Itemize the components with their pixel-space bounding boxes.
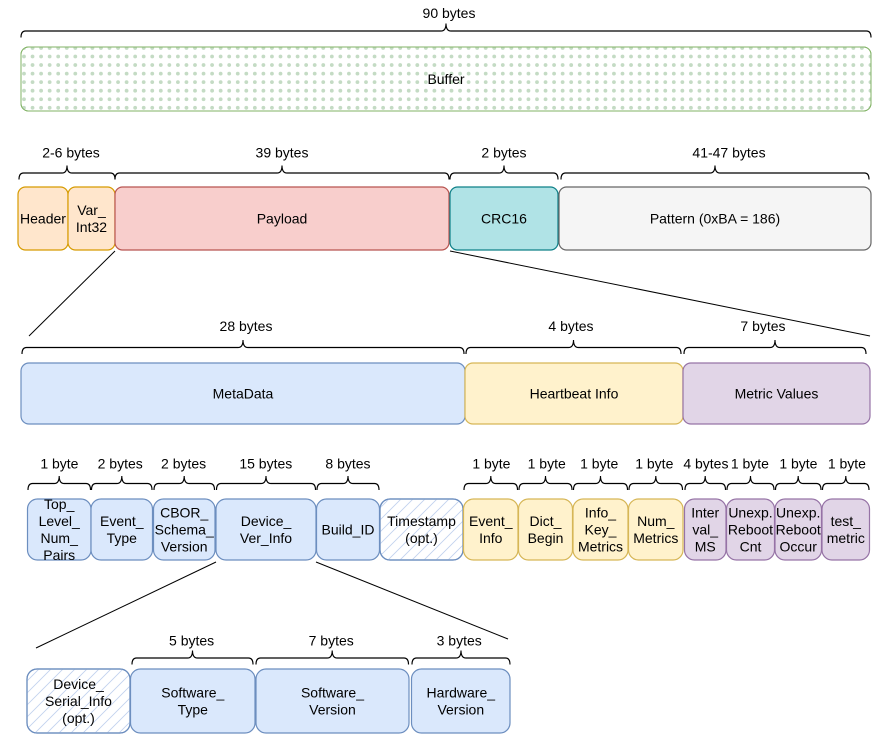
svg-text:Info_: Info_ bbox=[585, 505, 616, 521]
svg-text:Int32: Int32 bbox=[76, 219, 107, 235]
svg-text:Pairs: Pairs bbox=[43, 547, 75, 563]
svg-text:MetaData: MetaData bbox=[213, 386, 274, 402]
svg-text:15 bytes: 15 bytes bbox=[239, 456, 292, 472]
svg-text:Timestamp: Timestamp bbox=[387, 513, 456, 529]
svg-text:Key_: Key_ bbox=[585, 522, 617, 538]
svg-text:28 bytes: 28 bytes bbox=[220, 318, 273, 334]
svg-text:Payload: Payload bbox=[257, 211, 308, 227]
svg-text:8 bytes: 8 bytes bbox=[325, 456, 370, 472]
svg-text:Version: Version bbox=[161, 539, 208, 555]
svg-text:CBOR_: CBOR_ bbox=[160, 505, 208, 521]
svg-text:3 bytes: 3 bytes bbox=[437, 633, 482, 649]
svg-text:Heartbeat Info: Heartbeat Info bbox=[530, 386, 619, 402]
svg-text:1 byte: 1 byte bbox=[528, 456, 566, 472]
svg-text:2 bytes: 2 bytes bbox=[98, 456, 143, 472]
svg-text:val_: val_ bbox=[692, 522, 718, 538]
svg-text:7 bytes: 7 bytes bbox=[740, 318, 785, 334]
svg-text:Unexp.: Unexp. bbox=[776, 505, 820, 521]
svg-text:Info: Info bbox=[479, 530, 503, 546]
svg-text:test_: test_ bbox=[831, 513, 862, 529]
svg-text:Software_: Software_ bbox=[301, 685, 364, 701]
svg-text:Schema_: Schema_ bbox=[155, 522, 214, 538]
svg-text:Metric Values: Metric Values bbox=[735, 386, 819, 402]
svg-text:Version: Version bbox=[309, 702, 356, 718]
svg-text:Metrics: Metrics bbox=[578, 539, 623, 555]
svg-text:Occur: Occur bbox=[780, 539, 818, 555]
svg-text:1 byte: 1 byte bbox=[731, 456, 769, 472]
svg-text:Event_: Event_ bbox=[100, 513, 144, 529]
svg-text:Var_: Var_ bbox=[77, 202, 106, 218]
svg-text:4 bytes: 4 bytes bbox=[548, 318, 593, 334]
svg-text:CRC16: CRC16 bbox=[481, 211, 527, 227]
svg-text:Unexp.: Unexp. bbox=[728, 505, 772, 521]
svg-text:1 byte: 1 byte bbox=[580, 456, 618, 472]
svg-text:Type: Type bbox=[178, 702, 209, 718]
svg-text:Build_ID: Build_ID bbox=[322, 522, 375, 538]
svg-text:1 byte: 1 byte bbox=[635, 456, 673, 472]
svg-text:Dict_: Dict_ bbox=[530, 513, 562, 529]
svg-text:Event_: Event_ bbox=[469, 513, 513, 529]
svg-text:41-47 bytes: 41-47 bytes bbox=[692, 145, 765, 161]
svg-text:Top_: Top_ bbox=[44, 496, 75, 512]
svg-text:Num_: Num_ bbox=[637, 513, 675, 529]
svg-text:Num_: Num_ bbox=[41, 530, 79, 546]
svg-text:MS: MS bbox=[695, 539, 716, 555]
svg-text:Buffer: Buffer bbox=[427, 71, 464, 87]
svg-text:1 byte: 1 byte bbox=[472, 456, 510, 472]
svg-text:Metrics: Metrics bbox=[633, 530, 678, 546]
svg-text:Reboot: Reboot bbox=[776, 522, 821, 538]
svg-text:Serial_Info: Serial_Info bbox=[45, 693, 112, 709]
svg-text:Ver_Info: Ver_Info bbox=[240, 530, 292, 546]
svg-text:Inter: Inter bbox=[691, 505, 719, 521]
svg-text:90 bytes: 90 bytes bbox=[423, 5, 476, 21]
svg-text:1 byte: 1 byte bbox=[40, 456, 78, 472]
svg-text:Pattern (0xBA = 186): Pattern (0xBA = 186) bbox=[650, 211, 780, 227]
svg-text:Type: Type bbox=[107, 530, 138, 546]
svg-text:Device_: Device_ bbox=[53, 676, 104, 692]
svg-text:5 bytes: 5 bytes bbox=[169, 633, 214, 649]
svg-text:Hardware_: Hardware_ bbox=[427, 685, 496, 701]
svg-text:Begin: Begin bbox=[528, 530, 564, 546]
svg-text:Software_: Software_ bbox=[161, 685, 224, 701]
svg-text:metric: metric bbox=[827, 530, 865, 546]
svg-text:1 byte: 1 byte bbox=[779, 456, 817, 472]
svg-text:1 byte: 1 byte bbox=[828, 456, 866, 472]
svg-text:2 bytes: 2 bytes bbox=[481, 145, 526, 161]
svg-text:Level_: Level_ bbox=[39, 513, 80, 529]
svg-text:7 bytes: 7 bytes bbox=[309, 633, 354, 649]
svg-text:2-6 bytes: 2-6 bytes bbox=[42, 145, 100, 161]
svg-text:Device_: Device_ bbox=[241, 513, 292, 529]
svg-text:Header: Header bbox=[20, 211, 66, 227]
svg-text:2 bytes: 2 bytes bbox=[161, 456, 206, 472]
svg-text:39 bytes: 39 bytes bbox=[256, 145, 309, 161]
svg-text:(opt.): (opt.) bbox=[405, 530, 438, 546]
svg-text:(opt.): (opt.) bbox=[62, 710, 95, 726]
svg-text:Cnt: Cnt bbox=[740, 539, 762, 555]
svg-text:Version: Version bbox=[437, 702, 484, 718]
svg-text:Reboot: Reboot bbox=[728, 522, 773, 538]
svg-text:4 bytes: 4 bytes bbox=[683, 456, 728, 472]
